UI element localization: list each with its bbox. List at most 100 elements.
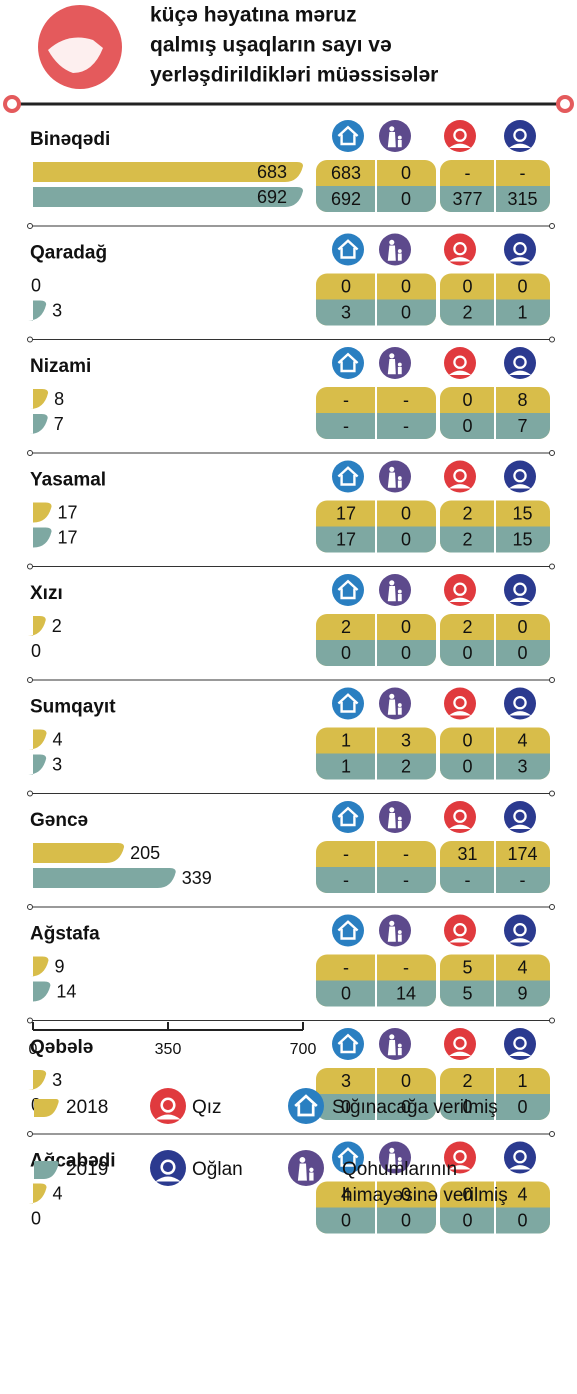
house-icon [332, 1028, 364, 1060]
separator-end [549, 563, 555, 570]
icon-shape [337, 693, 359, 713]
icon-shape [299, 1157, 306, 1163]
cell: - [403, 416, 409, 436]
icon-shape [294, 1094, 318, 1117]
region-name: Qəbələ [30, 1037, 93, 1058]
bar [29, 414, 48, 434]
cell: 31 [457, 844, 477, 864]
cell: 0 [462, 1210, 472, 1230]
icon-shape [508, 143, 532, 148]
cell: 315 [507, 189, 537, 209]
icon-shape [389, 353, 395, 359]
icon-shape [397, 476, 402, 481]
cell: 17 [336, 529, 356, 549]
cell: - [343, 416, 349, 436]
cell: 2 [462, 503, 472, 523]
cell: 2 [462, 1071, 472, 1091]
rule-end [556, 95, 574, 113]
icon-shape [387, 132, 396, 148]
icon-shape [515, 1038, 525, 1048]
cell: 0 [517, 276, 527, 296]
separator-end [27, 450, 33, 456]
icon-shape [397, 367, 402, 375]
icon-shape [448, 597, 472, 602]
icon-shape [397, 821, 402, 829]
icon-shape [397, 589, 402, 594]
region-name: Gəncə [30, 810, 88, 831]
region-name: Binəqədi [30, 129, 110, 150]
cell: 8 [517, 390, 527, 410]
icon-shape [455, 811, 465, 821]
bar-label: 4 [53, 729, 63, 749]
cell: 0 [401, 643, 411, 663]
separator-end [549, 450, 555, 456]
icon-shape [155, 1114, 181, 1120]
cell: 377 [452, 189, 482, 209]
bar [33, 527, 52, 548]
cell: 15 [512, 529, 532, 549]
icon-shape [389, 126, 395, 132]
cell: 0 [401, 529, 411, 549]
cell: 5 [462, 983, 472, 1003]
icon-shape [397, 480, 402, 488]
cell: 5 [462, 957, 472, 977]
icon-shape [387, 1040, 396, 1056]
cell: 692 [331, 189, 361, 209]
legend-label: 2019 [66, 1159, 108, 1180]
icon-shape [397, 1161, 402, 1169]
cell: 17 [336, 503, 356, 523]
cell: 0 [401, 189, 411, 209]
cell: 3 [341, 302, 351, 322]
bar-label: 3 [52, 300, 62, 320]
icon-shape [448, 1051, 472, 1056]
cell: 0 [401, 1097, 411, 1117]
house-icon [332, 233, 364, 266]
icon-shape [455, 698, 465, 708]
icon-shape [455, 471, 465, 481]
cell: 0 [341, 983, 351, 1003]
icon-shape [387, 813, 396, 829]
cell: 3 [341, 1071, 351, 1091]
icon-shape [397, 1043, 402, 1048]
legend-label: 2018 [66, 1097, 108, 1118]
cell: 0 [401, 1071, 411, 1091]
region-name: Yasamal [30, 470, 106, 491]
bar [30, 389, 49, 409]
bar-label: 17 [58, 502, 78, 522]
separator-end [549, 790, 555, 797]
cell: 1 [517, 302, 527, 322]
icon-shape [455, 584, 465, 594]
icon-shape [515, 698, 525, 708]
icon-shape [455, 1038, 465, 1048]
icon-shape [508, 370, 532, 375]
cell: - [343, 957, 349, 977]
icon-shape [508, 824, 532, 829]
cell: 1 [341, 756, 351, 776]
icon-shape [389, 239, 395, 245]
icon-shape [337, 1147, 359, 1167]
title-line: yerləşdirildikləri müəssisələr [150, 64, 438, 87]
icon-shape [389, 466, 395, 472]
bar [33, 502, 52, 523]
icon-shape [162, 1100, 174, 1111]
title-line: qalmış uşaqların sayı və [150, 34, 392, 57]
cell: 4 [517, 1184, 527, 1204]
icon-shape [515, 471, 525, 481]
house-icon [332, 687, 364, 720]
cell: 2 [462, 529, 472, 549]
cell: 9 [517, 983, 527, 1003]
bar-label: 8 [54, 389, 64, 409]
house-icon [332, 801, 364, 833]
icon-shape [455, 925, 465, 935]
bar-label: 0 [31, 641, 41, 661]
icon-shape [397, 703, 402, 708]
legend-swatch [34, 1161, 59, 1179]
icon-shape [508, 257, 532, 262]
cell: 0 [462, 276, 472, 296]
icon-shape [448, 143, 472, 148]
cell: - [343, 390, 349, 410]
cell: 0 [401, 302, 411, 322]
icon-shape [448, 484, 472, 489]
icon-shape [337, 920, 359, 940]
